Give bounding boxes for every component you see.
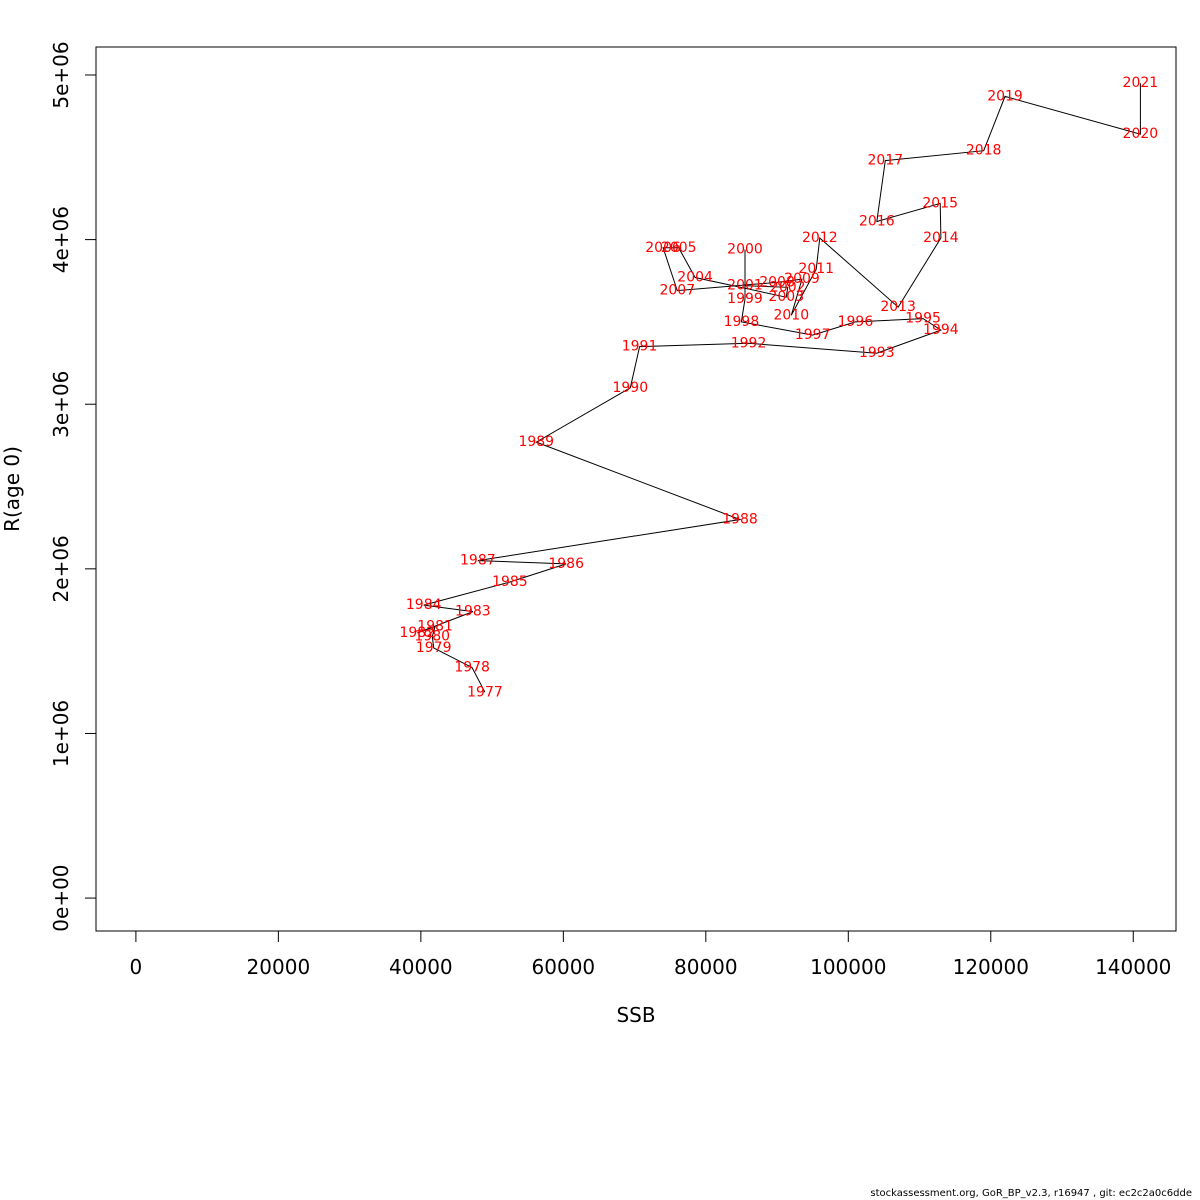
point-label: 2007 <box>659 283 695 299</box>
point-label: 1993 <box>859 345 895 361</box>
point-label: 1984 <box>406 597 442 613</box>
point-label: 1990 <box>612 380 648 396</box>
point-label: 2019 <box>987 88 1023 104</box>
point-label: 2010 <box>773 307 809 323</box>
point-label: 1978 <box>454 660 490 676</box>
point-label: 2014 <box>923 230 959 246</box>
series-line <box>417 83 1141 693</box>
point-label: 2006 <box>645 240 681 256</box>
x-tick-label: 40000 <box>389 955 453 979</box>
point-label: 2001 <box>727 278 763 294</box>
point-label: 1979 <box>416 640 452 656</box>
x-tick-label: 80000 <box>674 955 738 979</box>
point-label: 2011 <box>798 261 834 277</box>
y-tick-label: 4e+06 <box>49 206 73 273</box>
point-label: 1982 <box>399 625 435 641</box>
point-label: 2003 <box>768 289 804 305</box>
point-label: 1997 <box>795 327 831 343</box>
y-tick-label: 1e+06 <box>49 700 73 767</box>
trajectory-line <box>417 83 1141 693</box>
plot-frame <box>95 46 1177 932</box>
point-label: 1991 <box>622 339 658 355</box>
x-tick-label: 60000 <box>532 955 596 979</box>
point-label: 1989 <box>518 434 554 450</box>
x-tick-label: 20000 <box>247 955 311 979</box>
y-tick-label: 2e+06 <box>49 535 73 602</box>
point-label: 2000 <box>727 241 763 257</box>
x-tick-label: 100000 <box>810 955 886 979</box>
point-label: 1988 <box>722 511 758 527</box>
point-label: 2009 <box>784 271 820 287</box>
y-tick-label: 0e+00 <box>49 864 73 931</box>
point-label: 1992 <box>731 335 767 351</box>
x-axis-title: SSB <box>616 1003 655 1027</box>
x-tick-label: 140000 <box>1095 955 1171 979</box>
point-label: 1983 <box>455 604 491 620</box>
y-tick-label: 3e+06 <box>49 371 73 438</box>
point-label: 2002 <box>770 279 806 295</box>
point-label: 2015 <box>922 195 958 211</box>
point-label: 2012 <box>802 230 838 246</box>
point-label: 1986 <box>548 556 584 572</box>
point-label: 2013 <box>880 299 916 315</box>
point-label: 2004 <box>677 269 713 285</box>
point-label: 1994 <box>923 322 959 338</box>
y-axis-title: R(age 0) <box>0 446 24 532</box>
footer-text: stockassessment.org, GoR_BP_v2.3, r16947… <box>870 1188 1192 1199</box>
point-label: 1995 <box>905 311 941 327</box>
point-label: 2017 <box>868 153 904 169</box>
y-axis: 0e+00 1e+06 2e+06 3e+06 4e+06 5e+06 <box>49 41 97 932</box>
point-label: 2008 <box>759 274 795 290</box>
point-label: 2021 <box>1123 75 1159 91</box>
point-label: 1999 <box>727 291 763 307</box>
point-label: 1996 <box>838 314 874 330</box>
point-label: 2016 <box>859 213 895 229</box>
point-label: 1977 <box>467 684 503 700</box>
point-label: 1985 <box>492 574 528 590</box>
point-label: 1980 <box>414 628 450 644</box>
y-tick-label: 5e+06 <box>49 41 73 108</box>
point-label: 1987 <box>460 553 496 569</box>
point-label: 2018 <box>966 143 1002 159</box>
x-tick-label: 0 <box>130 955 143 979</box>
x-tick-label: 120000 <box>953 955 1029 979</box>
point-label: 2020 <box>1123 126 1159 142</box>
point-label: 1981 <box>417 618 453 634</box>
x-axis: 0 20000 40000 60000 80000 100000 120000 140000 <box>130 930 1171 979</box>
point-label: 1998 <box>724 314 760 330</box>
point-label: 2005 <box>661 240 697 256</box>
